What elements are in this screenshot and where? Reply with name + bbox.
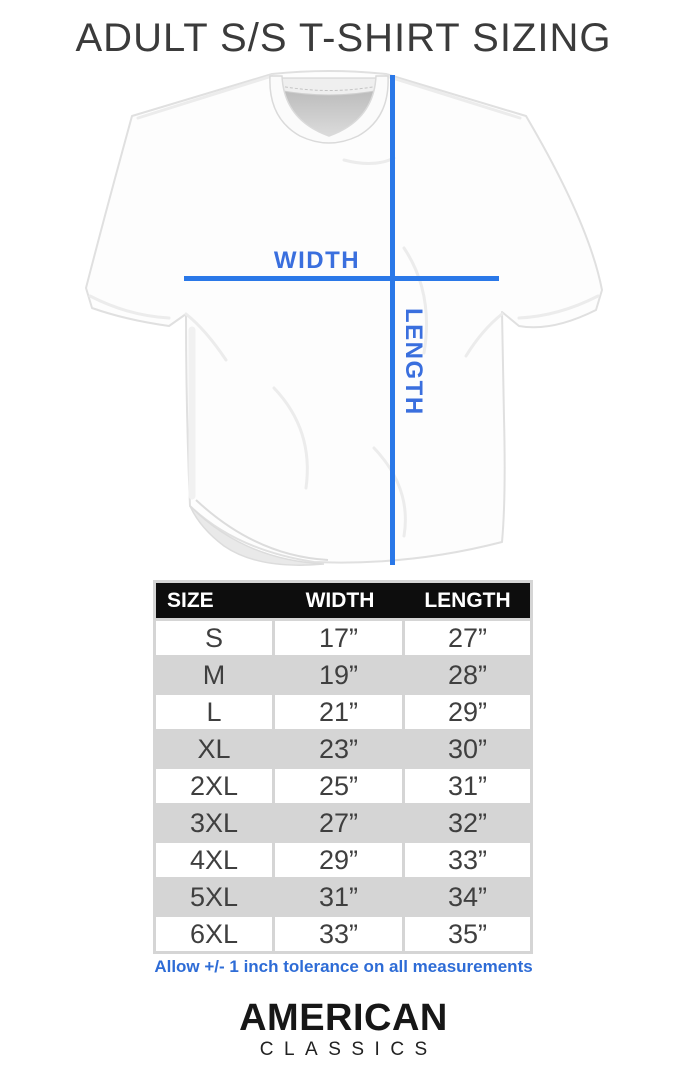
table-row: 5XL 31” 34” [156, 880, 530, 914]
size-cell: S [156, 621, 272, 655]
width-cell: 33” [275, 917, 402, 951]
size-cell: 4XL [156, 843, 272, 877]
table-row: 2XL 25” 31” [156, 769, 530, 803]
brand-subname: CLASSICS [259, 1039, 438, 1060]
length-cell: 35” [405, 917, 530, 951]
width-cell: 17” [275, 621, 402, 655]
tshirt-measurement-diagram: WIDTH LENGTH [74, 68, 614, 573]
table-row: S 17” 27” [156, 621, 530, 655]
length-label: LENGTH [400, 308, 427, 416]
column-header-length: LENGTH [424, 588, 511, 612]
width-cell: 23” [275, 732, 402, 766]
size-table-header: SIZE WIDTH LENGTH [156, 583, 530, 618]
tshirt-illustration: WIDTH LENGTH [85, 70, 603, 566]
width-cell: 19” [275, 658, 402, 692]
width-measure-line [184, 276, 499, 281]
width-cell: 29” [275, 843, 402, 877]
width-cell: 21” [275, 695, 402, 729]
length-cell: 33” [405, 843, 530, 877]
size-cell: XL [156, 732, 272, 766]
back-collar-band [273, 77, 385, 96]
length-cell: 31” [405, 769, 530, 803]
page-title: ADULT S/S T-SHIRT SIZING [75, 16, 612, 60]
column-header-width: WIDTH [305, 588, 375, 612]
width-cell: 27” [275, 806, 402, 840]
table-row: 4XL 29” 33” [156, 843, 530, 877]
hem-fold [189, 505, 325, 566]
table-row: XL 23” 30” [156, 732, 530, 766]
width-label: WIDTH [274, 247, 360, 274]
length-measure-line [390, 75, 395, 565]
width-cell: 31” [275, 880, 402, 914]
brand-logo: AMERICAN CLASSICS [0, 999, 687, 1061]
table-row: 6XL 33” 35” [156, 917, 530, 951]
length-cell: 34” [405, 880, 530, 914]
shirt-body [85, 70, 603, 564]
length-cell: 28” [405, 658, 530, 692]
width-cell: 25” [275, 769, 402, 803]
table-row: M 19” 28” [156, 658, 530, 692]
size-cell: L [156, 695, 272, 729]
size-cell: 6XL [156, 917, 272, 951]
size-table: SIZE WIDTH LENGTH S 17” 27” M 19” 28” L … [153, 580, 533, 954]
length-cell: 27” [405, 621, 530, 655]
column-header-size: SIZE [167, 588, 214, 612]
size-cell: M [156, 658, 272, 692]
collar-rib [269, 75, 389, 144]
table-row: L 21” 29” [156, 695, 530, 729]
length-cell: 29” [405, 695, 530, 729]
size-cell: 5XL [156, 880, 272, 914]
length-cell: 32” [405, 806, 530, 840]
size-cell: 3XL [156, 806, 272, 840]
tolerance-note: Allow +/- 1 inch tolerance on all measur… [154, 957, 533, 976]
table-row: 3XL 27” 32” [156, 806, 530, 840]
size-cell: 2XL [156, 769, 272, 803]
brand-name: AMERICAN [239, 997, 448, 1039]
length-cell: 30” [405, 732, 530, 766]
hem-fold-line [195, 499, 329, 561]
